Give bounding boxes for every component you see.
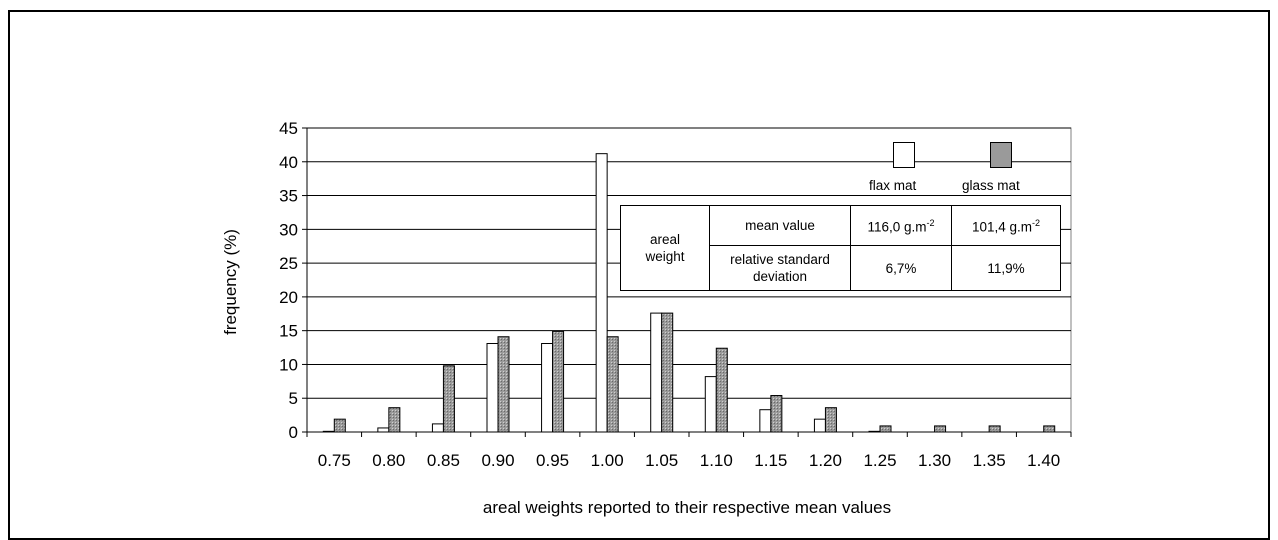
x-tick-label: 1.10 xyxy=(700,451,733,470)
bar-glass-mat xyxy=(879,425,892,433)
bar-glass-mat xyxy=(497,336,510,433)
y-tick-label: 30 xyxy=(279,220,298,239)
y-tick-label: 35 xyxy=(279,187,298,206)
x-tick-label: 0.85 xyxy=(427,451,460,470)
bar-glass-mat xyxy=(934,425,947,433)
bar-glass-mat xyxy=(442,365,455,433)
y-tick-label: 10 xyxy=(279,355,298,374)
areal-weight-stats-table: areal weight mean value 116,0 g.m-2 101,… xyxy=(620,205,1061,291)
bar-glass-mat xyxy=(388,407,401,433)
x-tick-label: 1.20 xyxy=(809,451,842,470)
stats-glass-mean-exp: -2 xyxy=(1032,218,1041,229)
bar-glass-mat xyxy=(1043,425,1056,433)
bar-flax-mat xyxy=(431,423,444,433)
bar-glass-mat xyxy=(333,418,346,433)
x-tick-label: 1.40 xyxy=(1027,451,1060,470)
stats-label-mean: mean value xyxy=(709,205,851,246)
bar-flax-mat xyxy=(759,409,772,433)
stats-glass-mean: 101,4 g.m-2 xyxy=(951,205,1061,246)
stats-flax-rsd: 6,7% xyxy=(850,245,952,291)
x-tick-label: 1.25 xyxy=(863,451,896,470)
stats-row-header-line1: areal xyxy=(649,232,681,247)
stats-glass-rsd: 11,9% xyxy=(951,245,1061,291)
bar-glass-mat xyxy=(770,395,783,433)
stats-flax-mean-exp: -2 xyxy=(926,218,935,229)
x-tick-label: 1.15 xyxy=(754,451,787,470)
bar-glass-mat xyxy=(988,425,1001,433)
y-tick-label: 20 xyxy=(279,288,298,307)
stats-flax-mean-value: 116,0 g.m xyxy=(867,219,927,235)
legend-label-flax: flax mat xyxy=(869,178,917,193)
legend-label-glass: glass mat xyxy=(962,178,1020,193)
bar-glass-mat xyxy=(715,347,728,433)
stats-label-rsd: relative standard deviation xyxy=(709,245,851,291)
legend-swatch-glass xyxy=(990,142,1012,168)
bar-glass-mat xyxy=(824,407,837,433)
y-axis-title: frequency (%) xyxy=(221,229,240,335)
x-tick-label: 0.95 xyxy=(536,451,569,470)
stats-label-rsd-line1: relative standard xyxy=(730,252,830,267)
bar-flax-mat xyxy=(486,343,499,433)
x-tick-label: 0.90 xyxy=(481,451,514,470)
bar-flax-mat xyxy=(650,312,663,433)
bar-glass-mat xyxy=(661,312,674,433)
bar-flax-mat xyxy=(704,376,717,433)
stats-label-rsd-line2: deviation xyxy=(752,269,808,284)
x-tick-label: 0.75 xyxy=(318,451,351,470)
bar-flax-mat xyxy=(813,418,826,433)
x-tick-label: 1.35 xyxy=(973,451,1006,470)
y-tick-label: 5 xyxy=(289,389,298,408)
stats-row-header-line2: weight xyxy=(645,249,685,264)
stats-glass-mean-value: 101,4 g.m xyxy=(971,219,1033,235)
stats-row-header: areal weight xyxy=(620,205,710,291)
y-tick-label: 25 xyxy=(279,254,298,273)
x-tick-label: 0.80 xyxy=(372,451,405,470)
bar-flax-mat xyxy=(595,153,608,433)
bar-glass-mat xyxy=(552,330,565,433)
y-tick-label: 0 xyxy=(289,423,298,442)
bar-flax-mat xyxy=(377,427,390,433)
bar-glass-mat xyxy=(606,336,619,433)
x-axis-title: areal weights reported to their respecti… xyxy=(483,498,891,517)
bar-flax-mat xyxy=(541,343,554,433)
stats-flax-mean: 116,0 g.m-2 xyxy=(850,205,952,246)
x-tick-label: 1.00 xyxy=(591,451,624,470)
y-tick-label: 45 xyxy=(279,119,298,138)
x-tick-label: 1.30 xyxy=(918,451,951,470)
y-tick-label: 40 xyxy=(279,153,298,172)
legend-swatch-flax xyxy=(893,142,915,168)
y-tick-label: 15 xyxy=(279,322,298,341)
x-tick-label: 1.05 xyxy=(645,451,678,470)
